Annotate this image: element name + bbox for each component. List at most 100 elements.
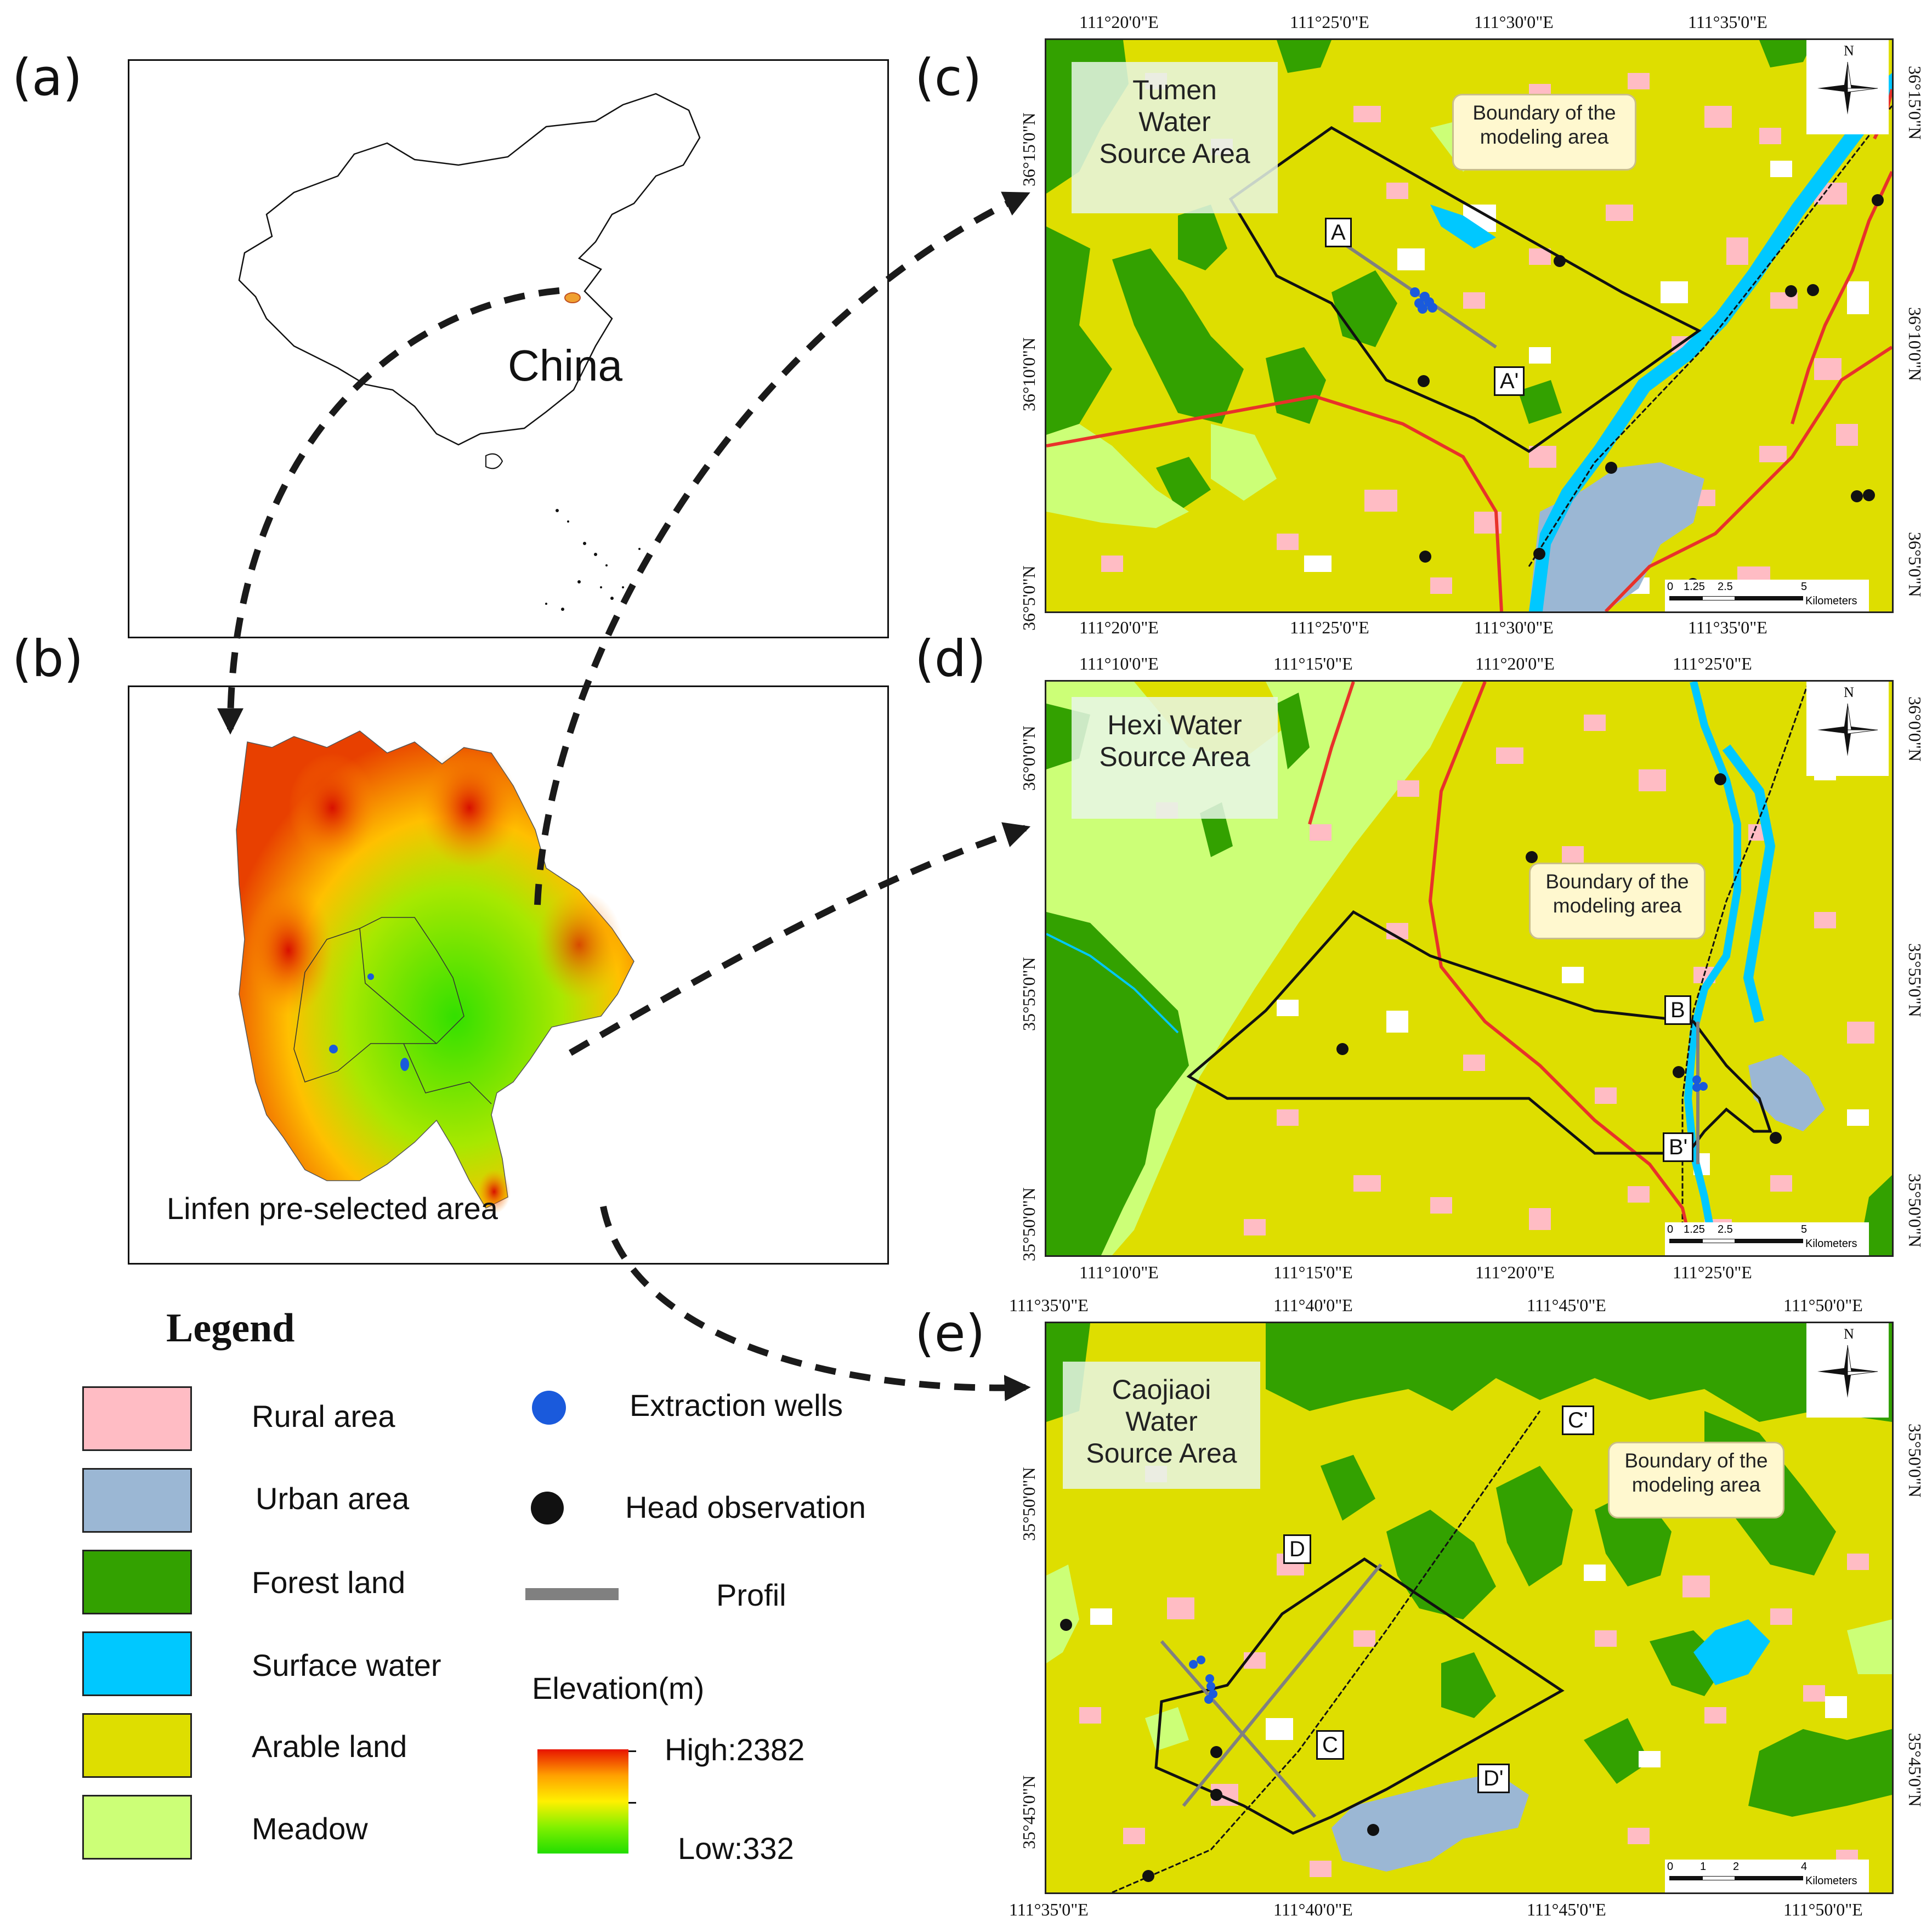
compass-hexi: N <box>1806 682 1889 776</box>
e-top-tick-4: 111°50'0"E <box>1783 1295 1863 1315</box>
c-bottom-tick-3: 111°30'0"E <box>1474 617 1554 637</box>
extraction-wells-hexi <box>1692 1075 1708 1092</box>
c-top-tick-3: 111°30'0"E <box>1474 12 1554 32</box>
d-top-tick-2: 111°15'0"E <box>1273 654 1353 673</box>
legend-label-head: Head observation <box>625 1490 866 1524</box>
south-china-sea-islands <box>545 509 641 611</box>
scale-d-1: 1.25 <box>1684 1223 1705 1235</box>
e-left-tick-1: 35°50'0"N <box>1019 1467 1039 1541</box>
legend-elevation-ramp <box>537 1749 628 1854</box>
meadow-patches <box>1046 1565 1892 1751</box>
legend-label-forest: Forest land <box>252 1565 406 1600</box>
c-bottom-tick-4: 111°35'0"E <box>1688 617 1767 637</box>
hexi-area-title: Hexi Water Source Area <box>1072 697 1278 819</box>
railway <box>1528 105 1892 567</box>
fen-river-hexi <box>1684 682 1741 1255</box>
panel-b-frame: Linfen pre-selected area <box>128 685 889 1265</box>
extraction-wells-caojiaoi <box>1189 1656 1217 1704</box>
profile-line-d <box>1160 1640 1317 1818</box>
caojiaoi-area-title: Caojiaoi Water Source Area <box>1063 1362 1260 1489</box>
linfen-location-marker <box>564 292 581 303</box>
e-top-tick-1: 111°35'0"E <box>1009 1295 1089 1315</box>
urban-area-caojiaoi <box>1332 1773 1529 1872</box>
legend-head-symbol <box>531 1492 564 1524</box>
legend-label-arable: Arable land <box>252 1729 407 1764</box>
linfen-elevation-map <box>236 730 634 1214</box>
map-hexi: Hexi Water Source Area Boundary of the m… <box>1045 680 1894 1257</box>
legend-swatch-urban <box>82 1468 192 1533</box>
railway-caojiaoi <box>1112 1410 1541 1892</box>
e-bottom-tick-2: 111°40'0"E <box>1273 1900 1353 1919</box>
urban-area-hexi <box>1748 1055 1825 1131</box>
scale-e-3: 4 <box>1801 1861 1808 1873</box>
rural-patches <box>1156 715 1874 1235</box>
profile-label-c: C <box>1316 1730 1344 1760</box>
roads-hexi <box>1308 682 1695 1255</box>
compass-caojiaoi: N <box>1806 1323 1889 1418</box>
e-right-tick-1: 35°50'0"N <box>1905 1424 1925 1498</box>
d-bottom-tick-1: 111°10'0"E <box>1079 1262 1159 1282</box>
legend-elevation-low: Low:332 <box>678 1831 794 1866</box>
map-caojiaoi: Caojiaoi Water Source Area Boundary of t… <box>1045 1322 1894 1894</box>
scale-d-3: 5 <box>1801 1223 1808 1235</box>
scale-e-2: 2 <box>1733 1861 1740 1873</box>
compass-north-label-d: N <box>1844 684 1854 700</box>
d-top-tick-3: 111°20'0"E <box>1475 654 1555 673</box>
panel-label-b: (b) <box>12 630 84 688</box>
d-top-tick-1: 111°10'0"E <box>1079 654 1159 673</box>
hexi-boundary-callout: Boundary of the modeling area <box>1529 863 1706 939</box>
head-observations-hexi <box>1336 773 1782 1144</box>
legend-ramp-tick-top <box>628 1750 636 1752</box>
compass-north-label-e: N <box>1844 1326 1854 1342</box>
legend-elevation-high: High:2382 <box>665 1732 805 1767</box>
profile-label-d: D <box>1283 1534 1311 1564</box>
scale-c-0: 0 <box>1667 581 1674 593</box>
legend-label-profile: Profil <box>716 1578 786 1612</box>
legend-ramp-tick-mid <box>628 1802 636 1804</box>
fen-river <box>1529 73 1892 611</box>
e-left-tick-2: 35°45'0"N <box>1019 1775 1039 1849</box>
scale-c-unit: Kilometers <box>1805 595 1857 607</box>
tumen-boundary-callout: Boundary of the modeling area <box>1452 94 1636 171</box>
legend-swatch-rural <box>82 1386 192 1451</box>
e-bottom-tick-4: 111°50'0"E <box>1783 1900 1863 1919</box>
linfen-caption: Linfen pre-selected area <box>167 1191 498 1226</box>
legend-label-urban: Urban area <box>256 1481 410 1516</box>
scale-d-unit: Kilometers <box>1805 1238 1857 1250</box>
c-right-tick-3: 36°5'0"N <box>1905 532 1925 597</box>
china-border <box>238 93 701 446</box>
profile-label-d-prime: D' <box>1477 1764 1510 1793</box>
legend-label-surface-water: Surface water <box>252 1648 441 1682</box>
c-left-tick-2: 36°10'0"N <box>1019 337 1039 411</box>
c-right-tick-2: 36°10'0"N <box>1905 307 1925 381</box>
well-marker-caojiaoi <box>400 1058 409 1071</box>
scale-e-0: 0 <box>1667 1861 1674 1873</box>
scale-e-unit: Kilometers <box>1805 1875 1857 1887</box>
panel-label-d: (d) <box>915 630 987 688</box>
c-left-tick-1: 36°15'0"N <box>1019 112 1039 186</box>
white-patches <box>1090 1565 1847 1767</box>
legend-title: Legend <box>166 1306 295 1351</box>
well-marker-tumen <box>367 973 374 980</box>
legend-label-rural: Rural area <box>252 1399 395 1433</box>
panel-label-a: (a) <box>12 48 83 107</box>
extraction-wells-tumen <box>1410 287 1437 314</box>
profile-label-a: A <box>1325 218 1352 247</box>
c-top-tick-4: 111°35'0"E <box>1688 12 1767 32</box>
legend-well-symbol <box>532 1391 566 1425</box>
county-boundaries <box>293 917 464 1082</box>
modeling-boundary-tumen <box>1228 126 1702 453</box>
e-bottom-tick-1: 111°35'0"E <box>1009 1900 1089 1919</box>
scale-d-2: 2.5 <box>1718 1223 1733 1235</box>
scale-d-0: 0 <box>1667 1223 1674 1235</box>
d-right-tick-3: 35°50'0"N <box>1905 1174 1925 1248</box>
d-right-tick-2: 35°55'0"N <box>1905 943 1925 1017</box>
c-left-tick-3: 36°5'0"N <box>1019 565 1039 631</box>
profile-label-b-prime: B' <box>1663 1132 1694 1162</box>
e-top-tick-2: 111°40'0"E <box>1273 1295 1353 1315</box>
legend-swatch-surface-water <box>82 1631 192 1696</box>
c-bottom-tick-1: 111°20'0"E <box>1079 617 1159 637</box>
modeling-boundary-caojiaoi <box>1154 1557 1565 1835</box>
profile-label-b: B <box>1664 995 1691 1025</box>
china-label: China <box>508 341 623 390</box>
